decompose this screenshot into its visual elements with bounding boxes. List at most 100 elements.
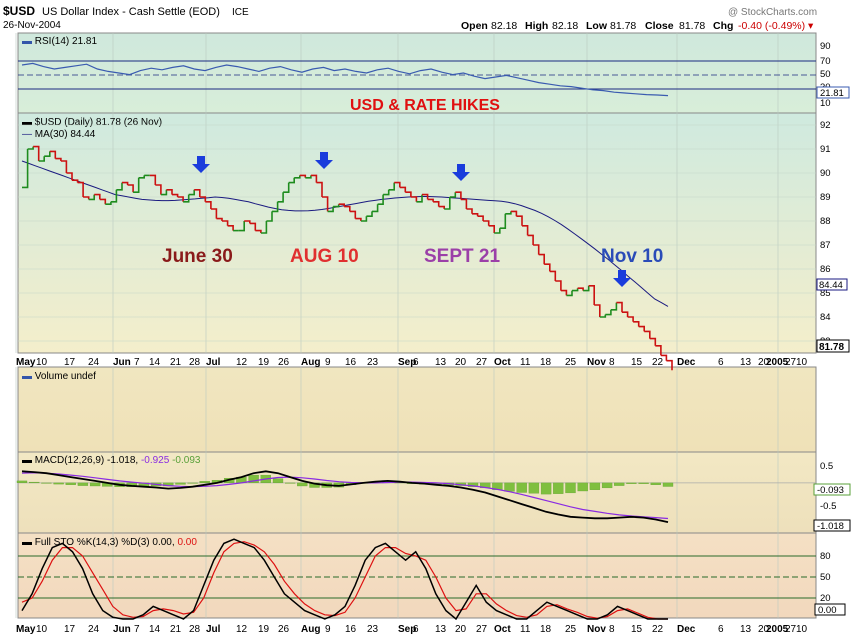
price-segment <box>483 220 490 226</box>
price-segment <box>666 359 673 371</box>
macd-hist-bar <box>528 482 540 494</box>
x-tick-xaxis-top-27: 8 <box>609 357 615 368</box>
x-tick-xaxis-top-15: 16 <box>345 357 357 368</box>
price-segment <box>238 221 245 232</box>
close-value-tag <box>816 339 850 353</box>
x-tick-xaxis-bottom-4: Jun <box>113 624 131 635</box>
price-segment <box>188 189 195 196</box>
price-segment <box>344 205 351 212</box>
x-tick-xaxis-top-23: 11 <box>520 357 531 368</box>
price-segment <box>605 309 612 316</box>
x-tick-xaxis-top-30: Dec <box>677 357 696 368</box>
high-label: High <box>525 20 548 32</box>
price-segment <box>177 196 184 202</box>
x-tick-xaxis-bottom-20: 20 <box>455 624 467 635</box>
x-tick-xaxis-top-3: 24 <box>88 357 100 368</box>
x-tick-xaxis-bottom-16: 23 <box>367 624 379 635</box>
price-segment <box>460 198 468 209</box>
macd-hist-bar <box>565 482 576 494</box>
macd-panel <box>17 451 817 534</box>
sto-tick-50: 50 <box>820 572 831 583</box>
price-segment <box>588 285 595 305</box>
rsi-tick-90: 90 <box>820 41 831 52</box>
macd-hist-bar <box>553 482 564 494</box>
x-tick-xaxis-bottom-11: 19 <box>258 624 270 635</box>
x-tick-xaxis-top-16: 23 <box>367 357 379 368</box>
price-segment <box>538 253 545 265</box>
price-segment <box>94 193 101 200</box>
x-tick-xaxis-bottom-6: 14 <box>149 624 161 635</box>
macd-tick-neg0.5: -0.5 <box>820 501 836 512</box>
price-panel <box>17 112 817 354</box>
rsi-series <box>21 62 669 97</box>
symbol: $USD <box>3 4 35 18</box>
price-segment <box>360 216 368 222</box>
price-tick-88: 88 <box>820 216 831 227</box>
x-tick-xaxis-top-19: 13 <box>435 357 447 368</box>
price-segment <box>644 330 651 339</box>
price-segment <box>533 244 540 255</box>
x-tick-xaxis-bottom-14: 9 <box>325 624 331 635</box>
x-tick-xaxis-top-9: Jul <box>206 357 221 368</box>
macd-legend: ▬ MACD(12,26,9) -1.018, -0.925 -0.093 <box>22 455 201 466</box>
price-segment <box>366 211 373 217</box>
ma-legend: — MA(30) 84.44 <box>22 129 96 140</box>
x-tick-xaxis-top-34: 27 <box>785 357 797 368</box>
x-tick-xaxis-bottom-5: 7 <box>134 624 140 635</box>
macd-hist-bar <box>53 482 64 485</box>
price-tick-85: 85 <box>820 288 831 299</box>
price-segment <box>627 316 634 322</box>
x-tick-xaxis-top-13: Aug <box>301 357 320 368</box>
price-segment <box>49 150 57 159</box>
macd-hist-bar <box>601 482 613 489</box>
x-tick-xaxis-top-31: 6 <box>718 357 724 368</box>
low-value: 81.78 <box>610 20 636 32</box>
price-tick-84: 84 <box>820 312 831 323</box>
price-segment <box>38 156 45 162</box>
macd-hist-bar <box>650 482 661 485</box>
rsi-value-tag-text: 21.81 <box>820 88 844 99</box>
price-segment <box>499 213 507 229</box>
sto-panel <box>17 532 817 619</box>
rsi-tick-10: 10 <box>820 98 831 109</box>
price-segment <box>77 181 84 197</box>
annotation-nov10: Nov 10 <box>601 246 663 267</box>
close-label: Close <box>645 20 674 32</box>
price-segment <box>44 151 51 157</box>
price-segment <box>433 201 440 207</box>
x-tick-xaxis-bottom-25: 25 <box>565 624 577 635</box>
x-tick-xaxis-top-14: 9 <box>325 357 331 368</box>
price-segment <box>349 210 357 219</box>
chart-date: 26-Nov-2004 <box>3 20 61 31</box>
macd-hist-bar <box>285 482 296 484</box>
price-segment <box>127 184 134 193</box>
x-tick-xaxis-top-18: 6 <box>413 357 419 368</box>
sto-value-tag <box>814 603 846 616</box>
rsi-tick-50: 50 <box>820 69 831 80</box>
sto-tick-80: 80 <box>820 551 831 562</box>
macd-hist-bar <box>199 481 210 483</box>
dropdown-caret-icon[interactable]: ▾ <box>808 20 814 32</box>
x-tick-xaxis-bottom-22: Oct <box>494 624 511 635</box>
macd-hist-bar <box>41 482 52 484</box>
rsi-legend: ▬ RSI(14) 21.81 <box>22 36 97 47</box>
x-tick-xaxis-top-17: Sep <box>398 357 416 368</box>
price-segment <box>110 189 118 203</box>
price-segment <box>394 181 401 188</box>
arrow-down-icon-nov10 <box>613 270 631 287</box>
x-tick-xaxis-top-28: 15 <box>631 357 643 368</box>
macd-hist-bar <box>77 482 89 486</box>
close-value: 81.78 <box>679 20 705 32</box>
ma-value-tag-text: 84.44 <box>819 280 843 291</box>
price-segment <box>422 193 429 200</box>
x-tick-xaxis-top-7: 21 <box>170 357 182 368</box>
x-tick-xaxis-top-20: 20 <box>455 357 467 368</box>
macd-hist-bar <box>187 482 198 484</box>
x-tick-xaxis-top-1: 10 <box>36 357 48 368</box>
price-segment <box>610 302 618 311</box>
arrow-down-icon-sept21 <box>452 164 470 181</box>
price-segment <box>555 280 562 291</box>
price-segment <box>583 285 590 292</box>
x-tick-xaxis-top-5: 7 <box>134 357 140 368</box>
low-label: Low <box>586 20 608 32</box>
